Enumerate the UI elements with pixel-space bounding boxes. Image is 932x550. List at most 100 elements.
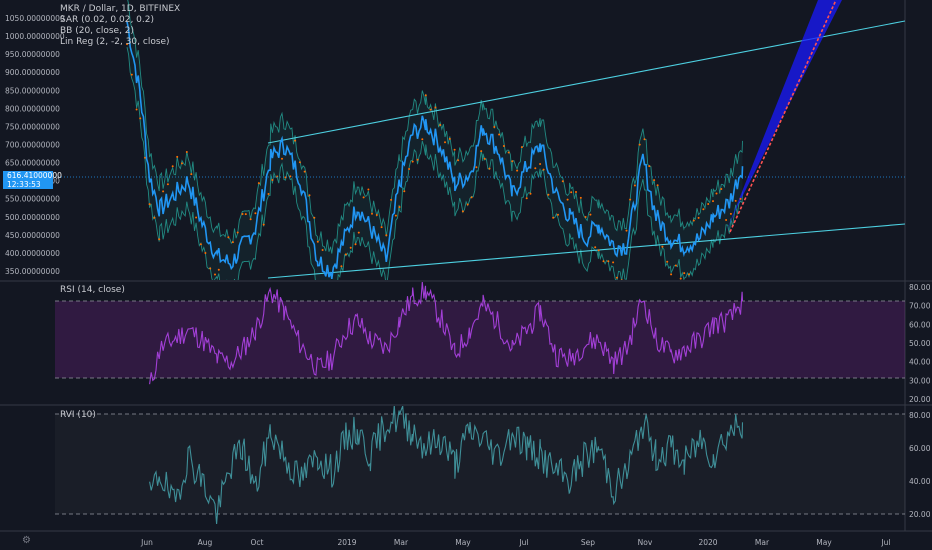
time-axis-tick[interactable]: 2019: [337, 538, 356, 547]
sar-dot[interactable]: [249, 218, 252, 221]
sar-dot[interactable]: [525, 197, 528, 200]
sar-dot[interactable]: [139, 117, 142, 120]
time-axis-tick[interactable]: Oct: [251, 538, 264, 547]
time-axis-tick[interactable]: 2020: [698, 538, 717, 547]
sar-dot[interactable]: [534, 167, 537, 170]
price-line[interactable]: [126, 21, 744, 280]
sar-dot[interactable]: [130, 73, 133, 76]
sar-dot[interactable]: [176, 155, 179, 158]
linreg-legend[interactable]: Lin Reg (2, -2, 30, close): [60, 37, 170, 47]
sar-dot[interactable]: [697, 216, 700, 219]
time-axis-tick[interactable]: Nov: [638, 538, 653, 547]
settings-icon[interactable]: ⚙: [22, 535, 31, 546]
sar-dot[interactable]: [308, 194, 311, 197]
sar-dot[interactable]: [204, 252, 207, 254]
sar-dot[interactable]: [557, 213, 559, 216]
sar-dot[interactable]: [502, 145, 505, 147]
sar-dot[interactable]: [209, 267, 212, 270]
sar-dot[interactable]: [421, 138, 424, 141]
sar-dot[interactable]: [316, 240, 319, 243]
sar-dot[interactable]: [340, 265, 343, 268]
sar-dot[interactable]: [162, 190, 165, 193]
sar-dot[interactable]: [552, 216, 555, 219]
sar-dot[interactable]: [362, 196, 365, 199]
sar-dot[interactable]: [498, 133, 501, 136]
sar-dot[interactable]: [729, 212, 732, 215]
sar-dot[interactable]: [529, 192, 532, 195]
sar-dot[interactable]: [144, 156, 146, 159]
rvi-line[interactable]: [149, 405, 744, 524]
sar-dot[interactable]: [561, 180, 564, 183]
sar-dot[interactable]: [542, 168, 545, 171]
sar-dot[interactable]: [575, 191, 577, 193]
linreg-line[interactable]: [729, 0, 837, 233]
sar-dot[interactable]: [466, 203, 469, 206]
sar-dot[interactable]: [354, 243, 357, 246]
sar-dot[interactable]: [666, 260, 669, 263]
time-axis-tick[interactable]: Jul: [880, 538, 890, 547]
sar-dot[interactable]: [153, 216, 156, 219]
sar-dot[interactable]: [670, 273, 673, 276]
sar-dot[interactable]: [254, 212, 257, 215]
sar-dot[interactable]: [461, 210, 464, 213]
sar-dot[interactable]: [607, 260, 610, 263]
sar-dot[interactable]: [629, 198, 632, 201]
sar-dot[interactable]: [589, 213, 592, 216]
time-axis-tick[interactable]: Mar: [394, 538, 409, 547]
sar-dot[interactable]: [566, 198, 569, 201]
sar-dot[interactable]: [367, 188, 370, 191]
sar-dot[interactable]: [493, 126, 496, 128]
sar-dot[interactable]: [344, 253, 347, 256]
sar-dot[interactable]: [294, 139, 297, 142]
sar-dot[interactable]: [683, 272, 686, 275]
sar-dot[interactable]: [336, 289, 338, 291]
sar-dot[interactable]: [244, 213, 247, 216]
sar-dot[interactable]: [271, 179, 274, 181]
sar-dot[interactable]: [648, 165, 651, 168]
sar-dot[interactable]: [217, 268, 220, 271]
sar-dot[interactable]: [602, 260, 605, 263]
sar-dot[interactable]: [267, 193, 270, 195]
sar-dot[interactable]: [633, 184, 636, 187]
sar-dot[interactable]: [507, 151, 510, 154]
sar-dot[interactable]: [483, 157, 486, 160]
sar-dot[interactable]: [679, 277, 682, 280]
sar-dot[interactable]: [262, 223, 265, 226]
sar-dot[interactable]: [357, 231, 360, 234]
sar-dot[interactable]: [739, 197, 742, 200]
sar-dot[interactable]: [692, 219, 695, 222]
sar-dot[interactable]: [643, 138, 646, 141]
sar-dot[interactable]: [257, 182, 260, 185]
sar-dot[interactable]: [653, 179, 656, 182]
sar-dot[interactable]: [231, 241, 234, 244]
sar-dot[interactable]: [371, 212, 373, 215]
symbol-title[interactable]: MKR / Dollar, 1D, BITFINEX: [60, 4, 181, 14]
time-axis-tick[interactable]: Jun: [140, 538, 153, 547]
time-axis-tick[interactable]: Mar: [755, 538, 770, 547]
sar-dot[interactable]: [444, 141, 446, 144]
sar-dot[interactable]: [674, 264, 677, 267]
sar-dot[interactable]: [475, 166, 478, 169]
sar-dot[interactable]: [579, 196, 582, 199]
sar-dot[interactable]: [181, 162, 183, 165]
sar-dot[interactable]: [171, 165, 174, 168]
time-axis-tick[interactable]: May: [455, 538, 471, 547]
sar-dot[interactable]: [408, 168, 411, 170]
sar-dot[interactable]: [385, 234, 388, 237]
sar-dot[interactable]: [661, 245, 664, 248]
sar-dot[interactable]: [453, 148, 456, 151]
sar-dot[interactable]: [516, 169, 519, 172]
sar-dot[interactable]: [424, 94, 427, 97]
rvi-pane[interactable]: [55, 405, 905, 524]
time-axis-tick[interactable]: Aug: [198, 538, 213, 547]
sar-dot[interactable]: [298, 161, 301, 164]
sar-dot[interactable]: [480, 150, 483, 153]
sar-dot[interactable]: [734, 199, 737, 202]
sar-dot[interactable]: [707, 203, 710, 205]
sar-dot[interactable]: [656, 184, 659, 187]
sar-dot[interactable]: [241, 213, 244, 215]
sar-dot[interactable]: [281, 157, 283, 160]
time-axis-tick[interactable]: May: [816, 538, 832, 547]
sar-dot[interactable]: [195, 216, 198, 219]
